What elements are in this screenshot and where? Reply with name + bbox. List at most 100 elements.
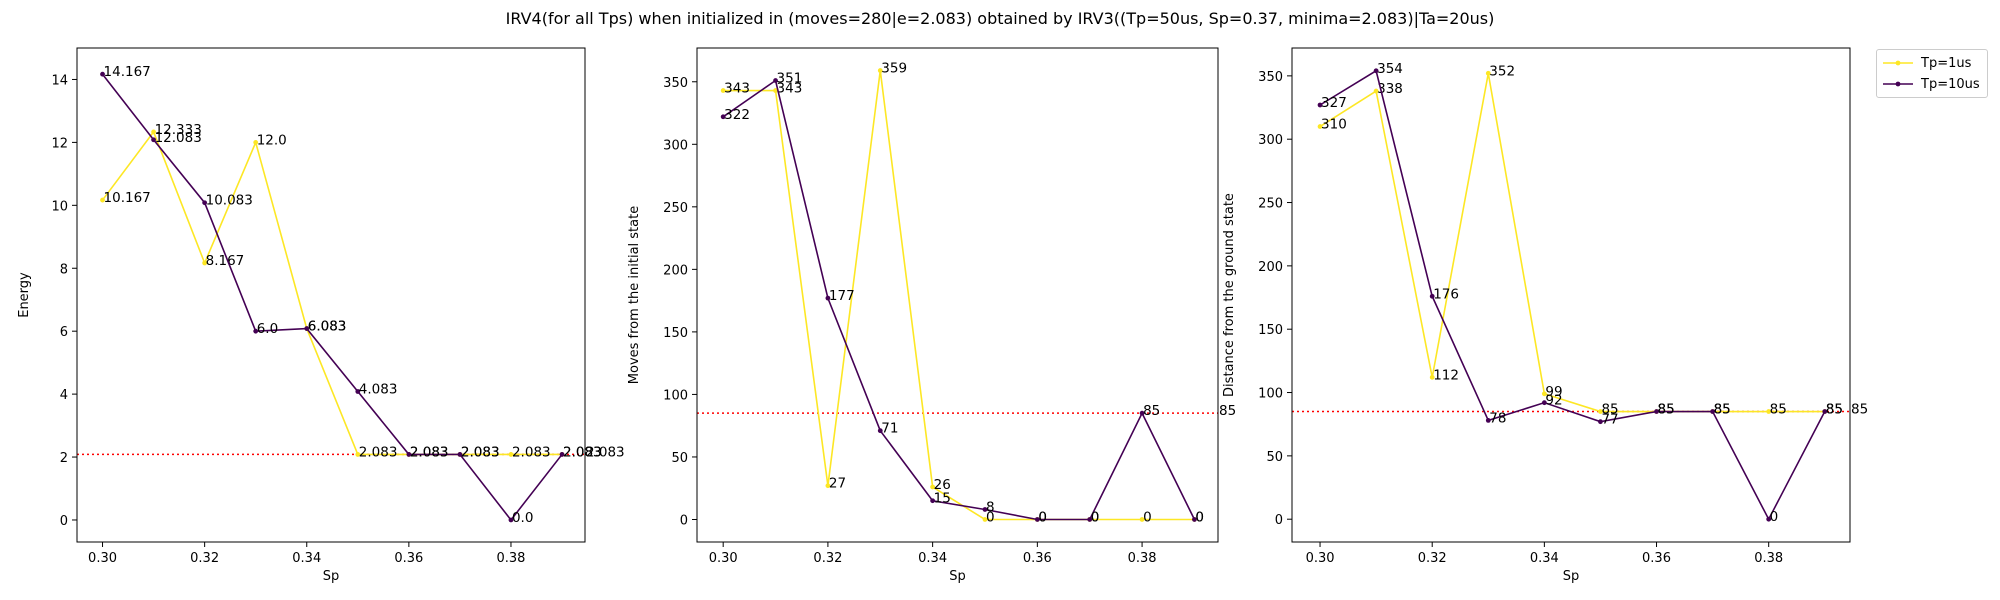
data-point-tp10-1-4 [304, 326, 310, 331]
data-point-tp10-1-2 [202, 200, 208, 206]
legend-swatch-tp1 [1883, 60, 1913, 66]
data-label-tp10-1-0: 14.167 [104, 64, 151, 80]
legend-item-tp10: Tp=10us [1883, 75, 1980, 93]
data-point-tp10-2-2 [825, 295, 831, 301]
data-point-tp1-3-3 [1485, 70, 1491, 76]
y-axis-label-2: Moves from the initial state [627, 206, 642, 384]
reference-label-3: 85 [1851, 402, 1868, 418]
y-tick-label-3-5: 250 [1258, 197, 1283, 212]
data-label-tp1-1-0: 10.167 [104, 190, 151, 206]
x-tick-label-1-3: 0.36 [394, 551, 423, 566]
data-label-tp1-1-2: 8.167 [206, 253, 245, 269]
x-axis-label-1: Sp [323, 569, 340, 584]
data-point-tp10-1-8 [508, 517, 514, 523]
data-point-tp1-3-0 [1317, 124, 1323, 129]
data-point-tp10-2-0 [720, 114, 726, 120]
legend-label-tp1: Tp=1us [1921, 55, 1972, 71]
data-label-tp1-2-3: 359 [881, 61, 907, 77]
y-axis-label-3: Distance from the ground state [1222, 193, 1237, 397]
data-point-tp10-2-8 [1139, 410, 1145, 416]
data-point-tp1-2-3 [877, 68, 883, 73]
data-point-tp10-1-6 [406, 452, 412, 457]
data-label-tp10-3-6: 85 [1658, 402, 1675, 418]
data-point-tp10-3-9 [1822, 409, 1828, 414]
x-tick-label-1-0: 0.30 [88, 551, 117, 566]
data-point-tp1-3-1 [1373, 88, 1379, 94]
y-tick-label-2-7: 350 [663, 76, 688, 91]
data-label-tp1-2-2: 27 [829, 476, 846, 492]
y-tick-label-3-6: 300 [1258, 133, 1283, 148]
y-tick-label-3-7: 350 [1258, 70, 1283, 85]
data-label-tp1-3-6: 85 [1658, 402, 1675, 418]
data-label-tp10-2-0: 322 [724, 107, 750, 123]
x-axis-label-3: Sp [1563, 569, 1580, 584]
data-point-tp10-2-9 [1192, 517, 1197, 522]
data-label-tp10-1-7: 2.083 [461, 444, 500, 460]
y-tick-label-3-3: 150 [1258, 323, 1283, 338]
x-axis-label-2: Sp [949, 569, 966, 584]
data-point-tp10-1-7 [457, 452, 463, 457]
data-label-tp1-2-0: 343 [724, 81, 750, 97]
y-tick-label-1-4: 8 [60, 262, 68, 277]
data-label-tp1-1-5: 2.083 [359, 444, 398, 460]
data-label-tp1-2-9: 0 [1195, 509, 1204, 525]
data-point-tp10-2-4 [930, 498, 936, 504]
series-line-tp10-3 [1319, 69, 1826, 521]
data-label-tp10-3-3: 78 [1489, 410, 1506, 426]
data-label-tp1-1-6: 2.083 [410, 444, 449, 460]
data-point-tp10-2-7 [1087, 517, 1093, 522]
x-tick-label-1-4: 0.38 [496, 551, 525, 566]
data-label-tp10-3-7: 85 [1714, 402, 1731, 418]
y-tick-label-2-0: 0 [680, 513, 688, 528]
data-point-tp1-1-8 [508, 452, 514, 457]
data-label-tp1-1-4: 6.083 [308, 319, 347, 335]
data-point-tp10-3-1 [1373, 68, 1379, 74]
data-label-tp1-3-1: 338 [1377, 81, 1403, 97]
data-label-tp1-3-9: 85 [1826, 402, 1843, 418]
data-label-tp10-1-5: 4.083 [359, 382, 398, 398]
data-label-tp10-3-8: 0 [1770, 509, 1779, 525]
data-label-tp1-1-1: 12.333 [155, 122, 202, 138]
data-point-tp1-2-1 [773, 88, 778, 93]
data-point-tp10-2-1 [773, 78, 778, 83]
reference-label-2: 85 [1219, 403, 1236, 419]
legend-item-tp1: Tp=1us [1883, 54, 1971, 72]
y-tick-label-2-4: 200 [663, 263, 688, 278]
data-label-tp10-2-7: 0 [1091, 509, 1100, 525]
data-label-tp10-1-6: 2.083 [410, 444, 449, 460]
x-tick-label-2-2: 0.34 [918, 551, 947, 566]
data-label-tp10-1-4: 6.083 [308, 319, 347, 335]
y-tick-label-3-0: 0 [1275, 513, 1283, 528]
data-label-tp1-1-7: 2.083 [461, 444, 500, 460]
data-point-tp1-2-0 [720, 88, 726, 93]
x-tick-label-3-3: 0.36 [1642, 551, 1671, 566]
y-tick-label-2-3: 150 [663, 326, 688, 341]
x-tick-label-1-2: 0.34 [292, 551, 321, 566]
data-point-tp10-1-9 [559, 452, 565, 457]
data-label-tp10-3-5: 77 [1601, 412, 1618, 428]
data-point-tp1-2-5 [982, 517, 988, 522]
data-label-tp1-3-7: 85 [1714, 402, 1731, 418]
data-label-tp10-1-1: 12.083 [155, 130, 202, 146]
data-label-tp10-1-8: 0.0 [512, 510, 533, 526]
x-tick-label-2-4: 0.38 [1128, 551, 1157, 566]
data-point-tp1-1-1 [151, 129, 156, 135]
y-tick-label-3-2: 100 [1258, 387, 1283, 402]
y-tick-label-1-3: 6 [60, 325, 68, 340]
data-point-tp10-3-2 [1429, 293, 1435, 299]
data-point-tp10-2-6 [1034, 517, 1040, 522]
series-line-tp10-2 [722, 79, 1196, 521]
plot-frame-3 [1291, 47, 1851, 543]
legend: Tp=1us Tp=10us [1876, 49, 1988, 98]
plot-frame-2 [696, 47, 1219, 543]
data-label-tp10-3-4: 92 [1545, 393, 1562, 409]
y-tick-label-3-1: 50 [1266, 450, 1283, 465]
data-label-tp1-1-3: 12.0 [257, 132, 287, 148]
data-point-tp10-3-5 [1598, 419, 1603, 425]
y-tick-label-1-5: 10 [51, 199, 68, 214]
data-label-tp10-1-9: 2.083 [563, 444, 602, 460]
data-label-tp1-2-8: 0 [1143, 509, 1152, 525]
data-label-tp1-2-5: 0 [986, 509, 995, 525]
data-label-tp10-1-3: 6.0 [257, 321, 278, 337]
